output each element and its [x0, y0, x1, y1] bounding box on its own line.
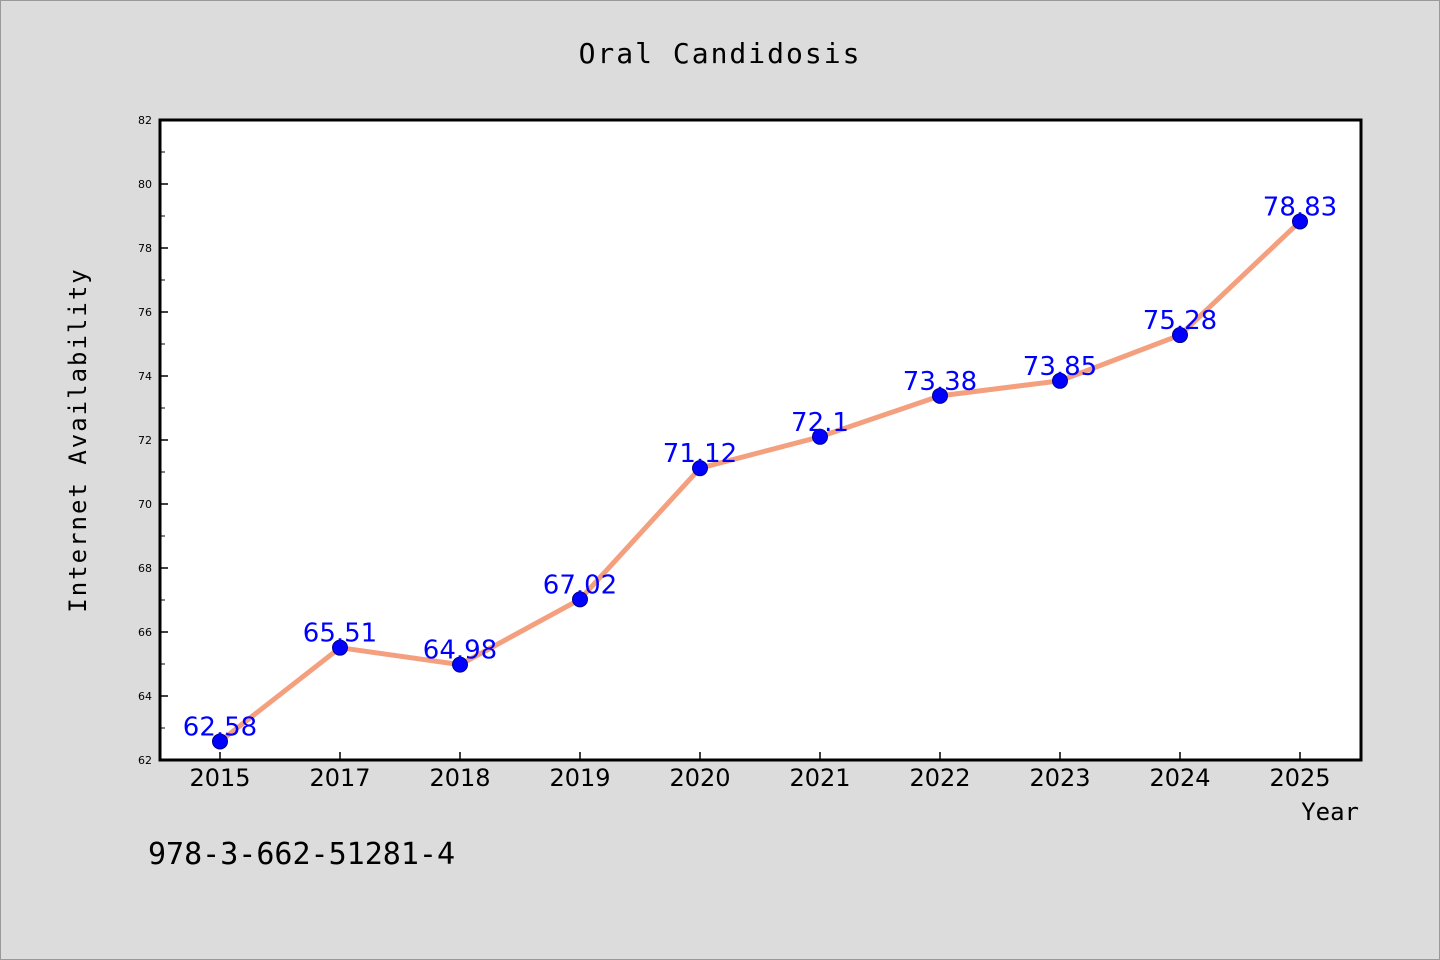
data-point [932, 387, 948, 404]
data-point [1052, 372, 1068, 389]
x-tick-label: 2021 [789, 764, 850, 792]
x-tick-label: 2020 [669, 764, 730, 792]
y-tick-label: 62 [138, 754, 152, 767]
data-label: 78.83 [1263, 192, 1337, 222]
y-axis-label: Internet Availability [64, 267, 92, 612]
plot-frame [158, 118, 1363, 762]
series-layer: 62.58 65.51 64.98 67.02 71.12 72.1 73.38 73.85 7… [183, 192, 1337, 750]
data-point [1172, 327, 1188, 344]
x-axis: 2015 2017 2018 2019 2020 2021 2022 2023 2024 2025 [189, 752, 1331, 792]
data-label: 65.51 [303, 619, 377, 649]
series-line [217, 218, 1303, 744]
data-point [332, 639, 348, 656]
x-tick-label: 2019 [549, 764, 610, 792]
y-tick-label: 70 [138, 498, 152, 511]
data-point [572, 591, 588, 608]
x-tick-label: 2022 [909, 764, 970, 792]
data-label: 62.58 [183, 712, 257, 742]
data-label: 64.98 [423, 636, 497, 666]
data-label: 75.28 [1143, 306, 1217, 336]
x-tick-label: 2018 [429, 764, 490, 792]
x-tick-label: 2024 [1149, 764, 1210, 792]
y-tick-label: 78 [138, 242, 152, 255]
y-tick-label: 74 [138, 370, 152, 383]
plot-area [160, 120, 1361, 760]
data-point [212, 733, 228, 750]
y-tick-label: 80 [138, 178, 152, 191]
y-tick-label: 72 [138, 434, 152, 447]
x-tick-label: 2015 [189, 764, 250, 792]
isbn-annotation: 978-3-662-51281-4 [148, 837, 455, 872]
data-point [812, 428, 828, 445]
data-label: 71.12 [663, 439, 737, 469]
y-tick-label: 68 [138, 562, 152, 575]
x-axis-label: Year [1301, 798, 1359, 826]
data-point [1292, 213, 1308, 230]
data-point [452, 656, 468, 673]
data-label: 73.38 [903, 367, 977, 397]
x-tick-label: 2017 [309, 764, 370, 792]
y-tick-label: 66 [138, 626, 152, 639]
x-tick-label: 2025 [1269, 764, 1330, 792]
chart-title: Oral Candidosis [579, 37, 862, 70]
y-tick-label: 76 [138, 306, 152, 319]
y-tick-label: 64 [138, 690, 152, 703]
data-label: 73.85 [1023, 352, 1097, 382]
data-label: 72.1 [791, 408, 849, 438]
data-point [692, 460, 708, 477]
data-label: 67.02 [543, 570, 617, 600]
y-tick-label: 82 [138, 114, 152, 127]
x-tick-label: 2023 [1029, 764, 1090, 792]
